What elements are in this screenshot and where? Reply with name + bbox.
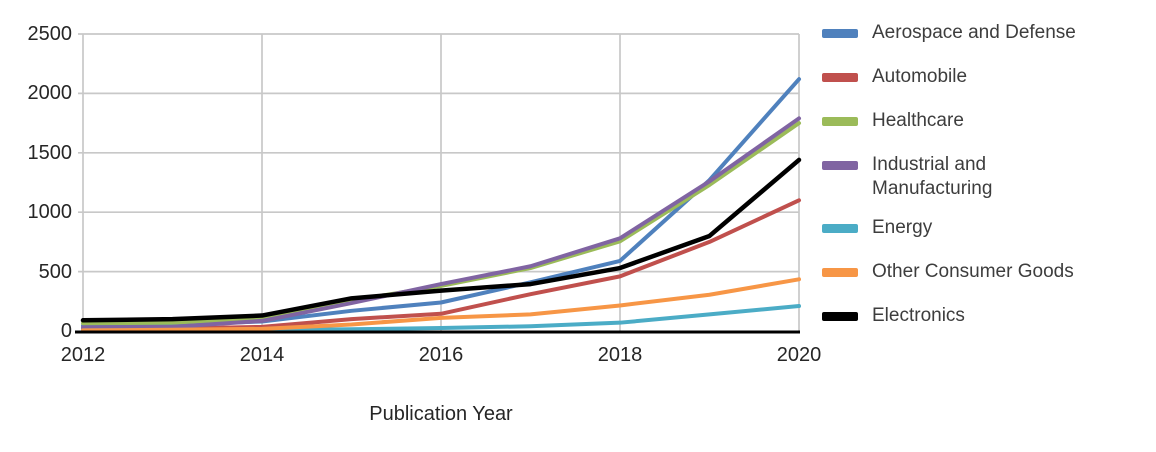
legend-item: Energy — [822, 216, 1102, 240]
legend-swatch — [822, 161, 858, 170]
legend-label: Healthcare — [872, 110, 964, 131]
x-tick-label: 2014 — [239, 344, 285, 366]
y-tick-label: 500 — [38, 260, 72, 283]
legend-label: Aerospace and Defense — [872, 22, 1076, 43]
legend-item: Aerospace and Defense — [822, 21, 1102, 45]
x-tick-label: 2012 — [60, 344, 106, 366]
legend-label: Energy — [872, 217, 933, 238]
y-tick-label: 0 — [60, 320, 72, 342]
series-line-electronics — [80, 157, 802, 323]
legend-swatch — [822, 29, 858, 38]
y-tick-label: 2500 — [27, 23, 73, 45]
y-tick-label: 1000 — [27, 201, 73, 224]
legend-label: Electronics — [872, 305, 965, 326]
series-line-industrial-and-manufacturing — [81, 116, 801, 330]
legend-swatch — [822, 312, 858, 321]
legend-swatch — [822, 224, 858, 233]
legend-item: Industrial and Manufacturing — [822, 153, 1102, 201]
legend-item: Other Consumer Goods — [822, 260, 1102, 284]
x-axis-title: Publication Year — [369, 403, 513, 425]
legend-swatch — [822, 268, 858, 277]
y-tick-label: 1500 — [27, 141, 73, 164]
y-tick-label: 2000 — [27, 82, 73, 105]
x-tick-label: 2020 — [776, 344, 822, 366]
legend: Aerospace and Defense Automobile Healthcar… — [822, 21, 1102, 348]
legend-item: Electronics — [822, 304, 1102, 328]
legend-label: Automobile — [872, 66, 968, 87]
legend-item: Healthcare — [822, 109, 1102, 133]
series-line-other-consumer-goods — [81, 277, 801, 333]
x-tick-label: 2018 — [597, 344, 643, 366]
legend-swatch — [822, 73, 858, 82]
gridlines — [78, 33, 800, 331]
legend-item: Automobile — [822, 65, 1102, 89]
plot-area — [75, 33, 802, 334]
legend-label: Other Consumer Goods — [872, 261, 1074, 282]
legend-swatch — [822, 117, 858, 126]
legend-label: Industrial and Manufacturing — [872, 154, 993, 199]
x-tick-label: 2016 — [418, 344, 464, 366]
